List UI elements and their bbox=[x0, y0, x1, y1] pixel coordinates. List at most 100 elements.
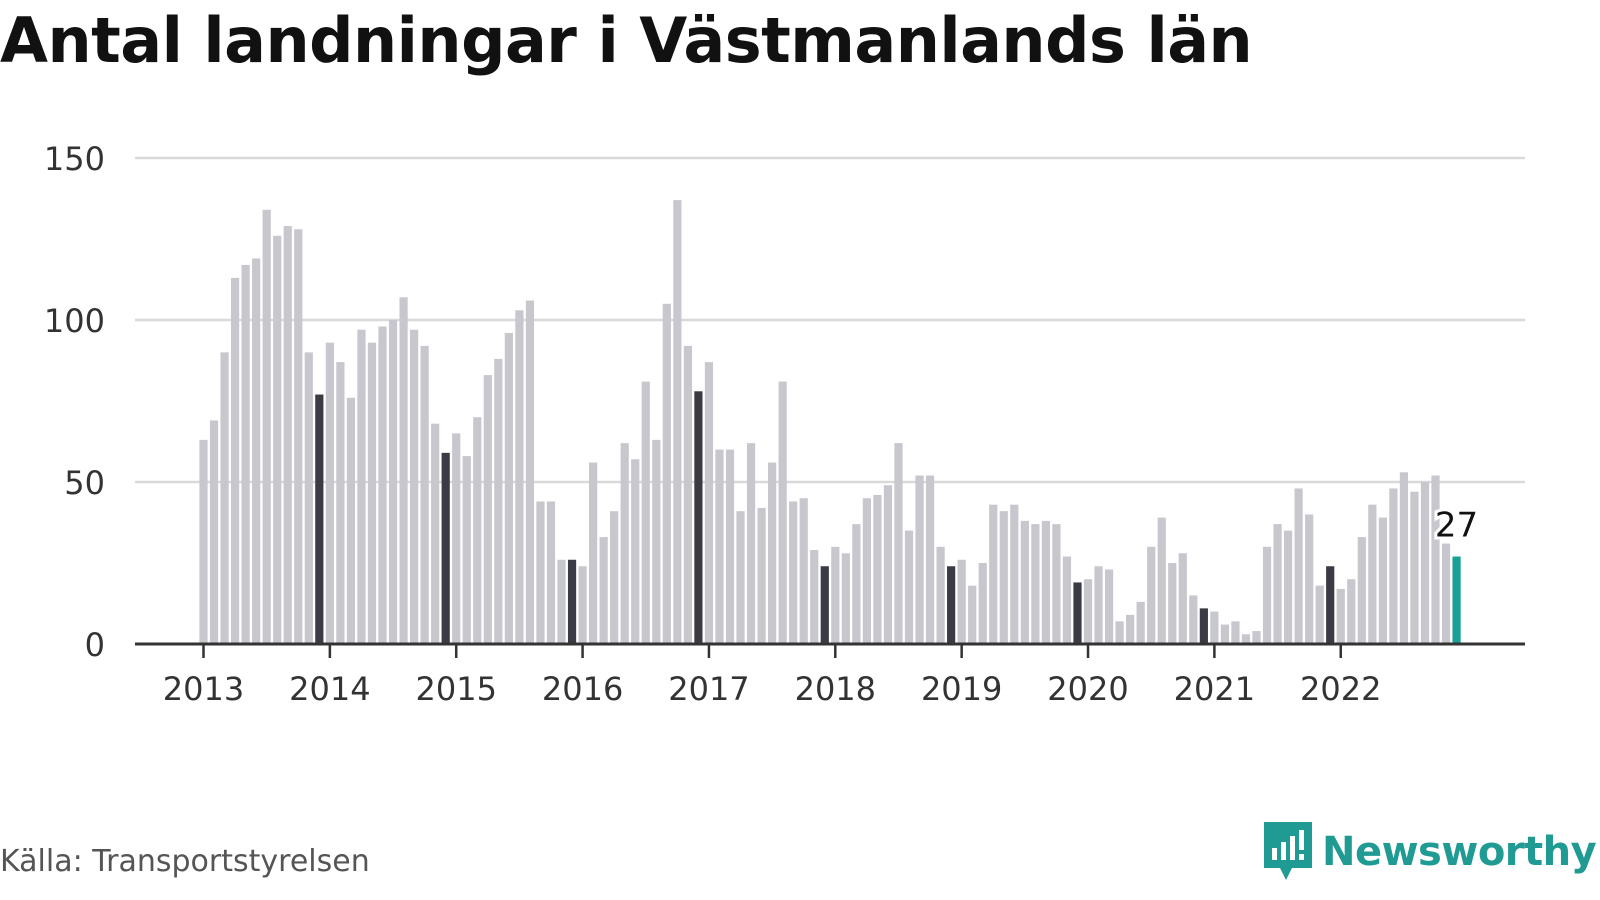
bar bbox=[483, 375, 492, 644]
bar bbox=[989, 504, 998, 644]
grid-lines bbox=[135, 156, 1525, 484]
bar bbox=[1157, 517, 1166, 644]
bar bbox=[1115, 621, 1124, 644]
bar bbox=[525, 300, 535, 644]
bar bbox=[1189, 595, 1198, 644]
bar bbox=[957, 559, 966, 644]
bar bbox=[230, 277, 240, 644]
bar bbox=[1431, 475, 1440, 644]
bar bbox=[557, 559, 566, 644]
bar bbox=[1020, 520, 1029, 644]
bars bbox=[199, 200, 1461, 645]
bar bbox=[452, 433, 461, 644]
bar bbox=[1357, 537, 1366, 644]
bar bbox=[1399, 472, 1409, 644]
bar bbox=[1368, 504, 1377, 644]
bar bbox=[1199, 608, 1208, 644]
bar bbox=[778, 381, 787, 644]
last-value-label: 27 bbox=[1435, 506, 1478, 546]
bar bbox=[273, 235, 282, 644]
x-axis: 2013 2014 2015 2016 2017 2018 2019 2020 2021 2022 bbox=[135, 642, 1525, 708]
source-note: Källa: Transportstyrelsen bbox=[0, 844, 370, 879]
bar bbox=[673, 200, 682, 644]
bar bbox=[1094, 566, 1103, 644]
bar bbox=[262, 209, 271, 644]
x-tick-label: 2016 bbox=[542, 670, 623, 708]
bar bbox=[883, 485, 893, 644]
bar bbox=[599, 537, 608, 644]
bar bbox=[1041, 520, 1050, 644]
bar bbox=[1305, 514, 1314, 644]
bar bbox=[1231, 621, 1240, 644]
bar bbox=[589, 462, 598, 644]
bar bbox=[410, 329, 419, 644]
bar bbox=[746, 443, 756, 644]
bar bbox=[631, 459, 640, 644]
bar bbox=[1062, 556, 1072, 644]
bar bbox=[462, 456, 471, 644]
bar bbox=[768, 462, 777, 644]
bar bbox=[1241, 634, 1251, 644]
bar bbox=[388, 320, 398, 644]
bar bbox=[315, 394, 324, 644]
bar bbox=[652, 439, 661, 644]
bar bbox=[378, 326, 387, 644]
annotations: 27 bbox=[1432, 503, 1481, 549]
bar bbox=[325, 342, 334, 644]
chart-title: Antal landningar i Västmanlands län bbox=[0, 4, 1253, 77]
bar bbox=[715, 449, 724, 644]
bar bbox=[736, 511, 745, 644]
bar bbox=[1104, 569, 1114, 644]
bar bbox=[567, 559, 577, 644]
bar bbox=[904, 530, 914, 644]
bar bbox=[1252, 631, 1261, 644]
bar bbox=[610, 511, 619, 644]
bar bbox=[336, 362, 345, 644]
bar bbox=[925, 475, 935, 644]
bar bbox=[1378, 517, 1387, 644]
bar bbox=[252, 258, 261, 644]
x-tick-label: 2022 bbox=[1300, 670, 1381, 708]
bar bbox=[1326, 566, 1335, 644]
bar bbox=[831, 546, 840, 644]
x-tick-label: 2014 bbox=[289, 670, 370, 708]
bar bbox=[1315, 585, 1324, 644]
bar bbox=[947, 566, 956, 644]
bar bbox=[789, 501, 798, 644]
bar bbox=[1126, 614, 1135, 644]
bar bbox=[757, 507, 766, 644]
bar bbox=[1178, 553, 1187, 644]
x-tick-label: 2013 bbox=[163, 670, 244, 708]
bar bbox=[725, 449, 735, 644]
bar bbox=[1262, 546, 1272, 644]
x-tick-label: 2018 bbox=[795, 670, 876, 708]
x-tick-label: 2015 bbox=[416, 670, 497, 708]
x-tick-label: 2017 bbox=[668, 670, 749, 708]
bar bbox=[936, 546, 945, 644]
bar bbox=[820, 566, 829, 644]
bar bbox=[852, 524, 861, 644]
bar bbox=[1347, 579, 1356, 644]
bar bbox=[399, 297, 408, 644]
bar bbox=[620, 443, 629, 644]
bar bbox=[894, 443, 903, 644]
bar bbox=[1294, 488, 1303, 644]
bar bbox=[441, 452, 450, 644]
x-tick-label: 2020 bbox=[1047, 670, 1128, 708]
bar bbox=[999, 511, 1008, 644]
bar bbox=[641, 381, 650, 644]
bar bbox=[1336, 588, 1345, 644]
bar bbox=[420, 345, 429, 644]
bar bbox=[915, 475, 924, 644]
y-tick-label: 0 bbox=[85, 626, 105, 664]
bar bbox=[1283, 530, 1293, 644]
bar bbox=[862, 498, 871, 644]
y-tick-label: 50 bbox=[64, 464, 105, 502]
bar bbox=[367, 342, 377, 644]
bar bbox=[1136, 601, 1145, 644]
bar bbox=[1389, 488, 1398, 644]
bar bbox=[546, 501, 556, 644]
newsworthy-logo[interactable]: Newsworthy bbox=[1262, 820, 1597, 884]
bar bbox=[199, 439, 208, 644]
